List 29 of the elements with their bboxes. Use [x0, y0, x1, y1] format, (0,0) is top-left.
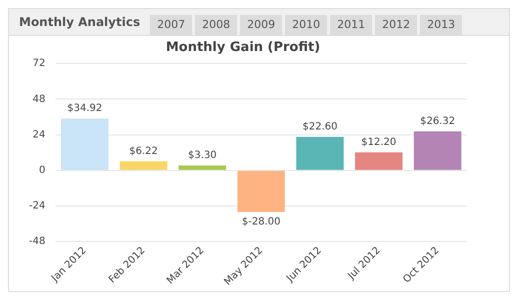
- text: 2008: [195, 15, 238, 35]
- bar: [414, 131, 462, 170]
- bar: [60, 118, 108, 170]
- y-tick-label: 0: [38, 165, 46, 176]
- y-tick-label: -24: [28, 200, 46, 212]
- data-label: $26.32: [420, 116, 456, 127]
- text: 2010: [285, 15, 328, 35]
- bar: [355, 152, 403, 170]
- text: 2012: [375, 15, 418, 35]
- bar: [296, 136, 344, 170]
- y-tick-label: 72: [32, 58, 46, 70]
- data-label: $6.22: [129, 146, 158, 157]
- bar: [178, 166, 226, 170]
- y-tick-label: -48: [28, 236, 46, 248]
- data-label: $22.60: [302, 121, 338, 132]
- data-label: $34.92: [67, 103, 102, 114]
- bar: [120, 161, 168, 170]
- text: 2013: [420, 15, 462, 35]
- y-tick-label: 48: [32, 94, 46, 105]
- text: Monthly Analytics: [19, 15, 140, 29]
- text: 2011: [330, 15, 372, 35]
- data-label: $-28.00: [242, 216, 280, 228]
- chart-title: Monthly Gain (Profit): [166, 40, 320, 56]
- data-label: $3.30: [188, 150, 217, 162]
- text: 2009: [240, 15, 282, 35]
- y-tick-label: 24: [32, 129, 46, 140]
- text: 2007: [150, 15, 192, 35]
- bar: [237, 170, 285, 212]
- data-label: $12.20: [361, 136, 396, 148]
